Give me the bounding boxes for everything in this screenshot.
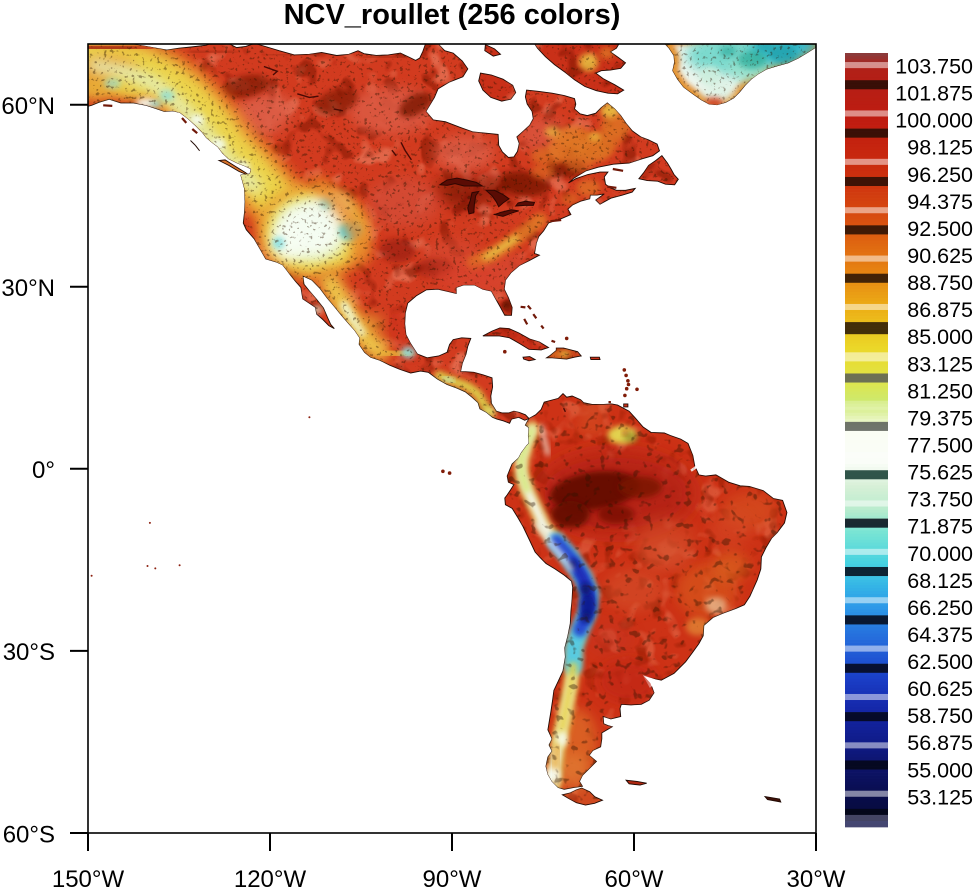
svg-text:64.375: 64.375 (907, 623, 973, 647)
svg-text:62.500: 62.500 (907, 650, 973, 674)
svg-text:30°N: 30°N (1, 275, 55, 302)
svg-text:70.000: 70.000 (907, 542, 973, 566)
svg-text:0°: 0° (32, 457, 55, 484)
svg-text:101.875: 101.875 (895, 82, 973, 106)
svg-text:75.625: 75.625 (907, 461, 973, 485)
svg-text:71.875: 71.875 (907, 515, 973, 539)
svg-text:60.625: 60.625 (907, 677, 973, 701)
svg-text:73.750: 73.750 (907, 488, 973, 512)
svg-text:60°N: 60°N (1, 93, 55, 120)
svg-text:83.125: 83.125 (907, 352, 973, 376)
svg-text:85.000: 85.000 (907, 325, 973, 349)
svg-text:30°W: 30°W (787, 866, 846, 888)
svg-text:56.875: 56.875 (907, 731, 973, 755)
svg-text:92.500: 92.500 (907, 217, 973, 241)
svg-text:NCV_roullet (256 colors): NCV_roullet (256 colors) (284, 0, 621, 31)
svg-text:68.125: 68.125 (907, 569, 973, 593)
svg-text:77.500: 77.500 (907, 434, 973, 458)
svg-text:103.750: 103.750 (895, 55, 973, 79)
svg-text:94.375: 94.375 (907, 190, 973, 214)
svg-text:90.625: 90.625 (907, 244, 973, 268)
svg-text:60°S: 60°S (3, 821, 55, 848)
svg-text:120°W: 120°W (234, 866, 307, 888)
svg-text:98.125: 98.125 (907, 136, 973, 160)
svg-text:150°W: 150°W (52, 866, 125, 888)
svg-text:79.375: 79.375 (907, 406, 973, 430)
svg-text:55.000: 55.000 (907, 758, 973, 782)
svg-text:100.000: 100.000 (895, 109, 973, 133)
svg-text:90°W: 90°W (423, 866, 482, 888)
svg-text:66.250: 66.250 (907, 596, 973, 620)
svg-text:88.750: 88.750 (907, 271, 973, 295)
svg-text:81.250: 81.250 (907, 379, 973, 403)
svg-text:96.250: 96.250 (907, 163, 973, 187)
svg-text:58.750: 58.750 (907, 704, 973, 728)
svg-text:53.125: 53.125 (907, 785, 973, 809)
svg-text:86.875: 86.875 (907, 298, 973, 322)
svg-text:30°S: 30°S (3, 639, 55, 666)
svg-text:60°W: 60°W (605, 866, 664, 888)
